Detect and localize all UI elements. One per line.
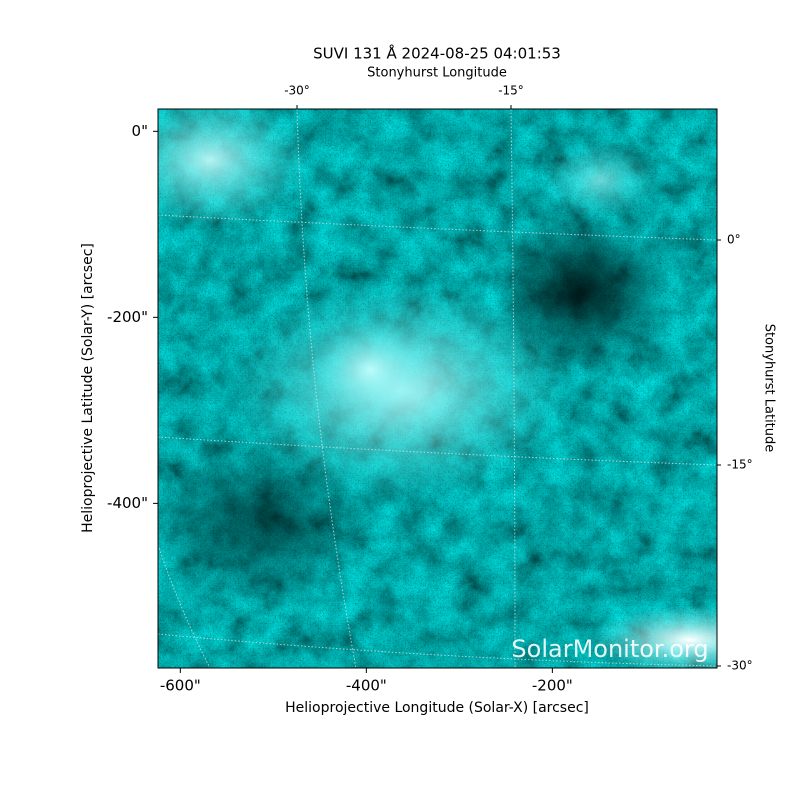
watermark: SolarMonitor.org: [511, 635, 708, 663]
x2-axis-label: Stonyhurst Longitude: [367, 66, 507, 81]
y2-tick-label: -30°: [727, 659, 753, 673]
x-axis-label: Helioprojective Longitude (Solar-X) [arc…: [285, 700, 589, 716]
x2-tick-label: -30°: [284, 84, 310, 98]
y2-tick-label: -15°: [727, 458, 753, 472]
y-tick-label: 0": [132, 122, 148, 140]
x-tick-label: -200": [532, 677, 573, 695]
y-axis-label: Helioprojective Latitude (Solar-Y) [arcs…: [80, 243, 96, 533]
chart-title: SUVI 131 Å 2024-08-25 04:01:53: [313, 44, 561, 63]
x2-tick-label: -15°: [498, 84, 524, 98]
y-tick-label: -200": [107, 308, 148, 326]
x-tick-label: -600": [160, 677, 201, 695]
plot-frame: [157, 108, 718, 669]
y2-tick-label: 0°: [727, 233, 741, 247]
y-tick-label: -400": [107, 494, 148, 512]
solar-image: [158, 109, 717, 668]
x-tick-label: -400": [346, 677, 387, 695]
y2-axis-label: Stonyhurst Latitude: [762, 324, 777, 453]
